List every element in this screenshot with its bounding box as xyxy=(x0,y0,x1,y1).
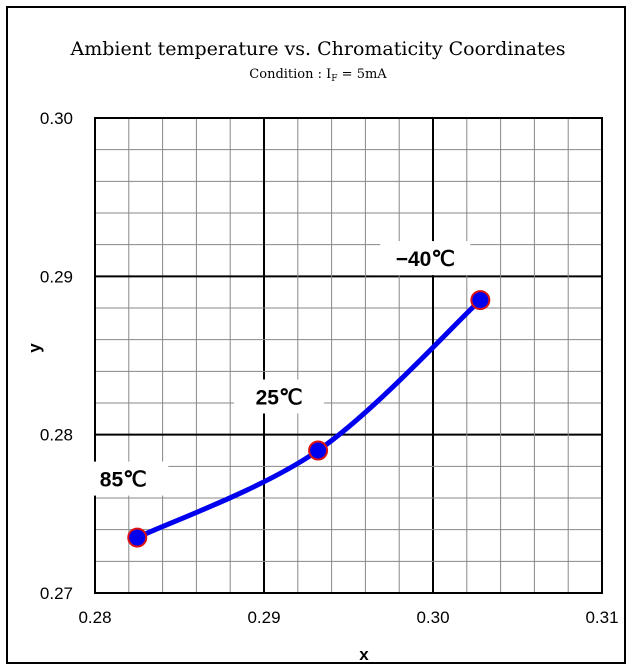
subtitle-suffix: = 5mA xyxy=(338,67,388,82)
point-annotations: 85℃ 25℃ −40℃ xyxy=(78,241,471,496)
subtitle-subscript: F xyxy=(331,74,337,84)
chart-frame xyxy=(6,6,626,664)
point-label: 85℃ xyxy=(100,469,147,492)
x-tick-label: 0.30 xyxy=(416,608,449,627)
chart-title: Ambient temperature vs. Chromaticity Coo… xyxy=(69,38,565,60)
y-tick-label: 0.28 xyxy=(40,426,73,445)
y-tick-label: 0.30 xyxy=(40,109,73,128)
point-label: 25℃ xyxy=(256,387,303,410)
subtitle-prefix: Condition : I xyxy=(249,67,331,82)
tick-labels: 0.28 0.29 0.30 0.31 0.27 0.28 0.29 0.30 xyxy=(40,109,619,627)
plot-border xyxy=(94,117,603,594)
y-tick-label: 0.27 xyxy=(40,584,73,603)
x-tick-label: 0.31 xyxy=(585,608,618,627)
x-tick-label: 0.29 xyxy=(247,608,280,627)
series-markers xyxy=(127,290,491,548)
x-tick-label: 0.28 xyxy=(78,608,111,627)
annotation-box xyxy=(380,241,471,276)
y-tick-label: 0.29 xyxy=(40,267,73,286)
data-point-marker xyxy=(308,440,329,461)
y-axis-label: y xyxy=(25,343,44,353)
plot-grid xyxy=(95,118,602,593)
data-point-marker xyxy=(470,290,491,311)
x-axis-label: x xyxy=(359,645,369,664)
series-line xyxy=(134,297,483,541)
data-point-marker xyxy=(127,527,148,548)
annotation-box xyxy=(78,461,169,496)
point-label: −40℃ xyxy=(396,248,455,271)
chart-subtitle: Condition : IF = 5mA xyxy=(249,67,387,84)
annotation-box xyxy=(234,379,325,414)
